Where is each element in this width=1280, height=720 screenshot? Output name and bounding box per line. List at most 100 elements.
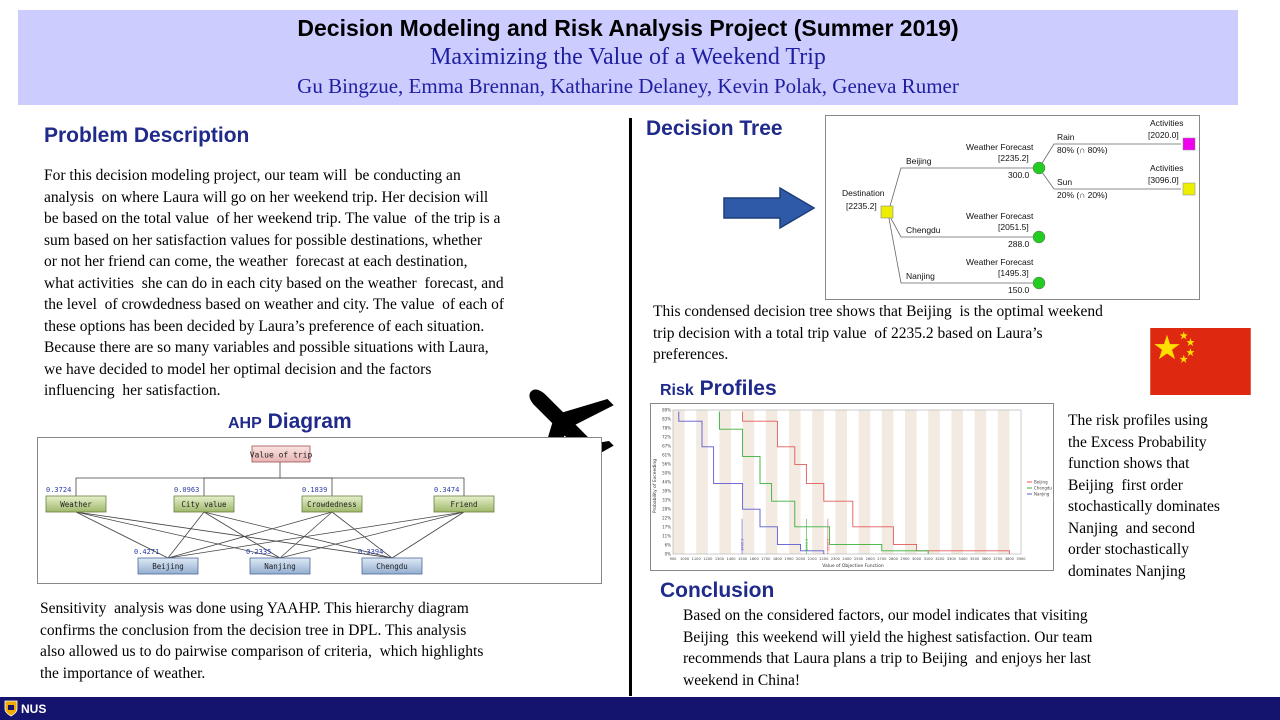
svg-text:Destination: Destination [842,188,885,198]
ahp-criterion-node: Friend 0.3474 [433,486,495,513]
problem-text-line: For this decision modeling project, our … [44,167,461,184]
x-tick-label: 2700 [877,557,887,561]
risk-description-line: function shows that [1068,455,1190,472]
risk-title: Risk Profiles [660,377,777,401]
chart-band [812,410,824,554]
nus-logo-text: NUS [21,701,47,716]
chart-band [835,410,847,554]
y-tick-label: 33% [662,498,671,503]
decision-tree-caption-line: trip decision with a total trip value of… [653,324,1043,342]
problem-text-line: be based on the total value of her weeke… [44,210,501,227]
legend-label: Nanjing [1034,492,1050,497]
series-line [718,411,929,554]
decision-tree-caption-line: This condensed decision tree shows that … [653,303,1103,320]
poster-header: Decision Modeling and Risk Analysis Proj… [18,10,1238,105]
mean-label: 2051.5 [805,539,809,551]
x-tick-label: 2800 [889,557,899,561]
column-divider [629,118,632,696]
ahp-alternative-node: Beijing 0.4271 [134,548,199,575]
terminal-node [1182,137,1196,151]
tree-branch-city: Nanjing [906,271,935,281]
ahp-alternative-weight: 0.2335 [246,548,271,556]
ahp-diagram: Value of trip Weather 0.3724 City value 0.0… [37,437,602,584]
x-tick-label: 1200 [703,557,713,561]
chart-band [742,410,755,554]
conclusion-text-line: recommends that Laura plans a trip to Be… [683,650,1092,667]
chart-band [928,410,940,554]
x-tick-label: 3000 [912,557,922,561]
y-tick-label: 44% [662,480,671,485]
sensitivity-text-line: confirms the conclusion from the decisio… [40,621,467,639]
ahp-alternative-name: Nanjing [264,562,296,571]
x-tick-label: 2300 [831,557,841,561]
risk-profile-chart: 0% 6% 11% 17% 22% 28% 33% 39% 44% 50% 56% 61% 67% 72%… [650,403,1054,571]
chart-band [997,410,1010,554]
ahp-alternative-node: Chengdu 0.3394 [358,548,423,575]
decision-tree-title: Decision Tree [646,117,783,140]
x-tick-label: 3900 [1016,557,1026,561]
tree-node-label: Weather Forecast [966,142,1034,152]
x-tick-label: 1700 [761,557,771,561]
footer-bar: NUS [0,697,1280,720]
y-tick-label: 83% [662,417,671,422]
ahp-criterion-weight: 0.3474 [434,486,459,494]
x-tick-label: 3400 [958,557,968,561]
tree-branch-city: Beijing [906,156,932,166]
x-tick-label: 1300 [715,557,725,561]
tree-branch: Beijing Weather Forecast[2235.2] 300.0 [906,142,1046,180]
risk-description-line: order stochastically [1068,541,1189,558]
decision-tree-diagram: Destination [2235.2] Beijing Weather Fore… [825,115,1200,300]
x-tick-label: 3200 [935,557,945,561]
risk-xlabel: Value of Objective Function [822,563,884,569]
ahp-criterion-name: Friend [450,500,477,509]
chance-node [1032,230,1046,244]
decision-tree-caption-line: preferences. [653,346,729,363]
conclusion-text-line: Beijing this weekend will yield the high… [683,628,1093,646]
x-tick-label: 2100 [808,557,818,561]
y-tick-label: 67% [662,444,671,449]
risk-title-main: Profiles [699,377,777,400]
chart-band [765,410,778,554]
y-tick-label: 22% [662,516,671,521]
x-tick-label: 3300 [947,557,957,561]
ahp-alternative-name: Chengdu [376,562,408,571]
china-flag-icon [1150,328,1251,395]
tree-node-label: Weather Forecast [966,257,1034,267]
ahp-criterion-weight: 0.3724 [46,486,71,494]
x-tick-label: 2200 [819,557,829,561]
x-tick-label: 3100 [924,557,934,561]
series-line [742,411,1010,554]
chance-node [1032,276,1046,290]
sensitivity-text: Sensitivity analysis was done using YAAH… [40,598,620,684]
tree-leaf-value: [3096.0] [1148,175,1179,185]
ahp-alternative-weight: 0.3394 [358,548,383,556]
poster-title: Decision Modeling and Risk Analysis Proj… [297,15,959,41]
chart-band [905,410,917,554]
svg-text:[2235.2]: [2235.2] [846,201,877,211]
arrow-right-icon [723,186,816,230]
chart-band [719,410,731,554]
terminal-node [1182,182,1196,196]
ahp-alternative-node: Nanjing 0.2335 [246,548,311,575]
tree-leaf-label: Activities [1150,118,1184,128]
decision-tree-caption: This condensed decision tree shows that … [653,301,1213,366]
x-tick-label: 3700 [993,557,1003,561]
x-tick-label: 2500 [854,557,864,561]
ahp-criterion-name: Crowdedness [307,500,357,509]
ahp-goal-node: Value of trip [250,445,312,463]
poster-authors: Gu Bingzue, Emma Brennan, Katharine Dela… [297,74,959,98]
tree-node-label: Weather Forecast [966,211,1034,221]
chart-band [673,410,685,554]
x-tick-label: 1800 [773,557,783,561]
chart-band [951,410,963,554]
x-tick-label: 2400 [842,557,852,561]
mean-label: 1495.3 [741,539,745,551]
x-tick-label: 2000 [796,557,806,561]
chart-band [881,410,894,554]
ahp-criterion-weight: 0.0963 [174,486,199,494]
tree-branch: Nanjing Weather Forecast[1495.3] 150.0 [906,257,1046,295]
risk-ylabel: Probability of Exceeding [652,459,658,513]
problem-text-line: influencing her satisfaction. [44,382,221,399]
conclusion-text-line: weekend in China! [683,671,801,689]
tree-node-value: [2235.2] [998,153,1029,163]
